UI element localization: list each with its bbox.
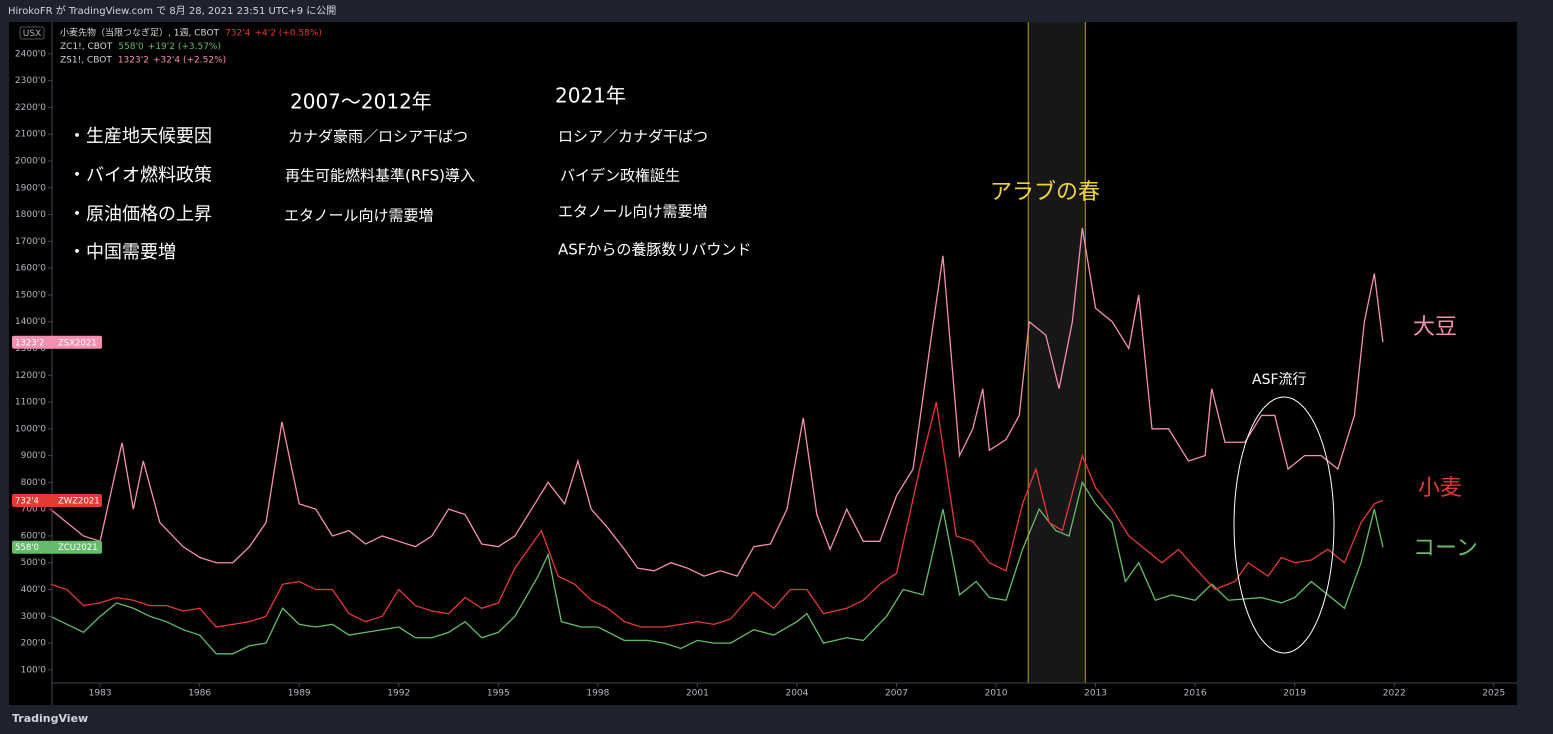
price-tag: [12, 335, 102, 349]
x-tick-label: 2022: [1383, 689, 1406, 699]
x-tick-label: 2001: [686, 689, 709, 699]
y-tick-label: 2100'0: [15, 130, 46, 140]
note-2021: エタノール向け需要増: [558, 203, 708, 221]
price-tag: [12, 540, 102, 554]
shaded-period: [1028, 22, 1086, 683]
y-tick-label: 2000'0: [15, 157, 46, 167]
y-tick-label: 1400'0: [15, 317, 46, 327]
price-tag-name: ZWZ2021: [58, 496, 100, 506]
note-factor: ・生産地天候要因: [68, 126, 212, 147]
note-factor: ・バイオ燃料政策: [68, 165, 212, 186]
y-tick-label: 2200'0: [15, 103, 46, 113]
x-tick-label: 2010: [985, 689, 1008, 699]
x-tick-label: 1989: [288, 689, 311, 699]
note-factor: ・原油価格の上昇: [68, 204, 212, 225]
y-tick-label: 400'0: [21, 585, 47, 595]
y-tick-label: 800'0: [21, 478, 47, 488]
y-tick-label: 1800'0: [15, 210, 46, 220]
y-tick-label: 2400'0: [15, 49, 46, 59]
legend-value: 732'4: [225, 29, 251, 39]
legend-name: ZS1!, CBOT: [60, 56, 112, 66]
y-tick-label: 1300'0: [15, 344, 46, 354]
legend-name: 小麦先物（当限つなぎ足）, 1週, CBOT: [60, 27, 220, 39]
y-tick-label: 500'0: [21, 558, 47, 568]
x-tick-label: 2007: [885, 689, 908, 699]
series-line: [50, 401, 1384, 628]
price-tag-name: ZSX2021: [58, 338, 97, 348]
note-header: 2021年: [555, 84, 626, 108]
note-2021: ASFからの養豚数リバウンド: [558, 241, 751, 259]
asf-ellipse: [1233, 396, 1335, 654]
note-2021: バイデン政権誕生: [560, 167, 680, 185]
note-factor: ・中国需要増: [68, 242, 176, 263]
legend-change: +32'4 (+2.52%): [153, 56, 226, 66]
asf-label: ASF流行: [1252, 372, 1307, 388]
series-line: [49, 227, 1384, 577]
x-tick-label: 2013: [1084, 689, 1107, 699]
brand: TradingView: [12, 712, 88, 725]
legend-name: ZC1!, CBOT: [60, 42, 113, 52]
y-tick-label: 900'0: [21, 451, 47, 461]
x-tick-label: 2025: [1482, 689, 1505, 699]
y-tick-label: 200'0: [21, 639, 47, 649]
y-tick-label: 1000'0: [15, 424, 46, 434]
note-2021: ロシア／カナダ干ばつ: [558, 128, 708, 146]
legend-change: +4'2 (+0.58%): [254, 29, 321, 39]
price-tag: [12, 493, 102, 507]
series-label: 小麦: [1418, 476, 1462, 501]
price-tag-name: ZCU2021: [58, 543, 98, 553]
x-tick-label: 1998: [586, 689, 609, 699]
legend-change: +19'2 (+3.57%): [148, 42, 221, 52]
x-tick-label: 2004: [785, 689, 808, 699]
legend-value: 1323'2: [118, 56, 149, 66]
y-tick-label: 1600'0: [15, 264, 46, 274]
price-tag-value: 1323'2: [15, 338, 44, 348]
currency: USX: [23, 29, 41, 39]
price-tag-value: 558'0: [15, 543, 39, 553]
x-tick-label: 1986: [188, 689, 211, 699]
publish-info: HirokoFR が TradingView.com で 8月 28, 2021…: [8, 4, 336, 17]
y-tick-label: 700'0: [21, 505, 47, 515]
series-label: コーン: [1413, 536, 1478, 561]
y-tick-label: 300'0: [21, 612, 47, 622]
notes: 2007〜2012年 2021年 ・生産地天候要因 ・バイオ燃料政策 ・原油価格…: [68, 84, 1307, 389]
y-tick-label: 600'0: [21, 531, 47, 541]
note-2007: エタノール向け需要増: [284, 207, 434, 225]
currency-box: [19, 26, 45, 40]
y-tick-label: 1900'0: [15, 183, 46, 193]
y-tick-label: 100'0: [21, 665, 47, 675]
note-header: 2007〜2012年: [290, 90, 432, 114]
plot: [49, 22, 1384, 683]
x-tick-label: 1992: [387, 689, 410, 699]
chart-pane: [9, 22, 1517, 705]
x-tick-label: 1995: [487, 689, 510, 699]
period-label: アラブの春: [990, 180, 1100, 205]
y-tick-label: 1200'0: [15, 371, 46, 381]
x-tick-label: 2019: [1283, 689, 1306, 699]
legend-value: 558'0: [118, 42, 144, 52]
price-tag-value: 732'4: [15, 496, 39, 506]
x-tick-label: 2016: [1184, 689, 1207, 699]
y-tick-label: 1100'0: [15, 398, 46, 408]
x-tick-label: 1983: [89, 689, 112, 699]
note-2007: カナダ豪雨／ロシア干ばつ: [288, 128, 468, 146]
series-line: [50, 480, 1384, 655]
y-tick-label: 1500'0: [15, 290, 46, 300]
y-tick-label: 2300'0: [15, 76, 46, 86]
y-tick-label: 1700'0: [15, 237, 46, 247]
series-label: 大豆: [1413, 315, 1457, 340]
note-2007: 再生可能燃料基準(RFS)導入: [285, 167, 475, 185]
